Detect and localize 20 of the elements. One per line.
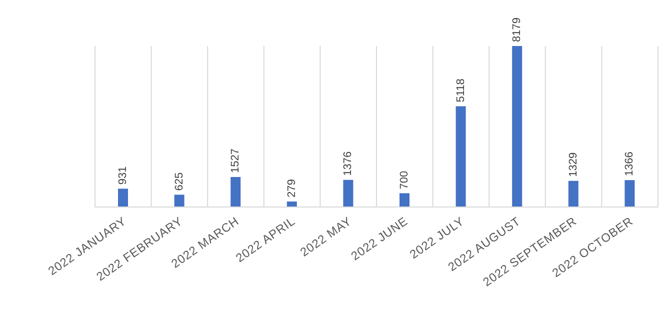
bar xyxy=(230,176,241,207)
bar xyxy=(624,180,635,207)
bar xyxy=(343,180,354,207)
data-label: 279 xyxy=(286,179,298,198)
bar xyxy=(174,194,184,207)
bar xyxy=(400,193,410,207)
data-label: 931 xyxy=(117,166,129,185)
bar xyxy=(512,46,522,207)
data-label: 1527 xyxy=(230,148,242,173)
data-label: 5118 xyxy=(454,78,467,102)
data-label: 625 xyxy=(173,172,186,191)
bar xyxy=(456,106,466,207)
bar xyxy=(286,202,297,207)
data-label: 1366 xyxy=(624,152,636,176)
data-label: 700 xyxy=(398,170,410,190)
data-label: 1376 xyxy=(342,151,354,176)
bar xyxy=(118,188,128,207)
data-label: 1329 xyxy=(567,152,580,177)
bar xyxy=(568,180,578,207)
data-label: 8179 xyxy=(511,18,524,42)
